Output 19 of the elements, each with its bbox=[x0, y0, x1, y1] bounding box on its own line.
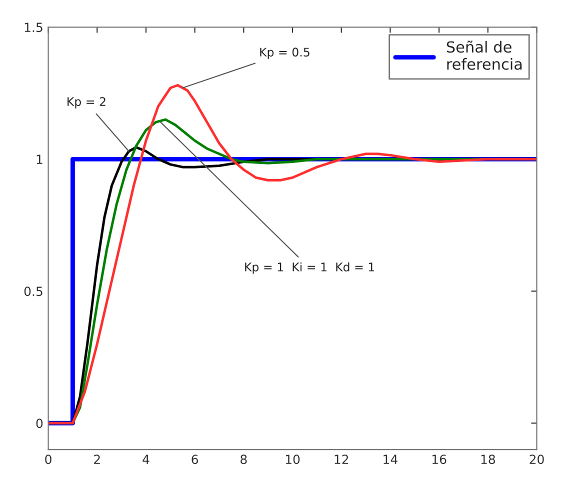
y-tick-label: 1.5 bbox=[24, 22, 42, 32]
x-tick-label: 8 bbox=[240, 454, 247, 464]
x-tick-label: 16 bbox=[432, 454, 446, 464]
y-tick-label: 0 bbox=[36, 418, 43, 428]
x-tick-label: 2 bbox=[94, 454, 100, 464]
x-tick-label: 10 bbox=[286, 454, 300, 464]
x-tick-label: 18 bbox=[481, 454, 496, 464]
annotation: Kp = 2 bbox=[68, 97, 106, 108]
x-tick-label: 0 bbox=[45, 454, 52, 464]
x-tick-label: 4 bbox=[142, 454, 150, 464]
annotation: Kp = 1 Ki = 1 Kd = 1 bbox=[245, 262, 374, 274]
x-tick-label: 6 bbox=[192, 454, 198, 464]
legend-label: Señal de referencia bbox=[446, 40, 522, 70]
x-tick-label: 14 bbox=[384, 454, 398, 464]
y-tick-label: 0.5 bbox=[24, 286, 42, 296]
y-tick-label: 1 bbox=[36, 154, 42, 164]
x-tick-label: 20 bbox=[530, 454, 544, 464]
x-tick-label: 12 bbox=[334, 454, 348, 464]
annotation: Kp = 0.5 bbox=[260, 48, 310, 59]
